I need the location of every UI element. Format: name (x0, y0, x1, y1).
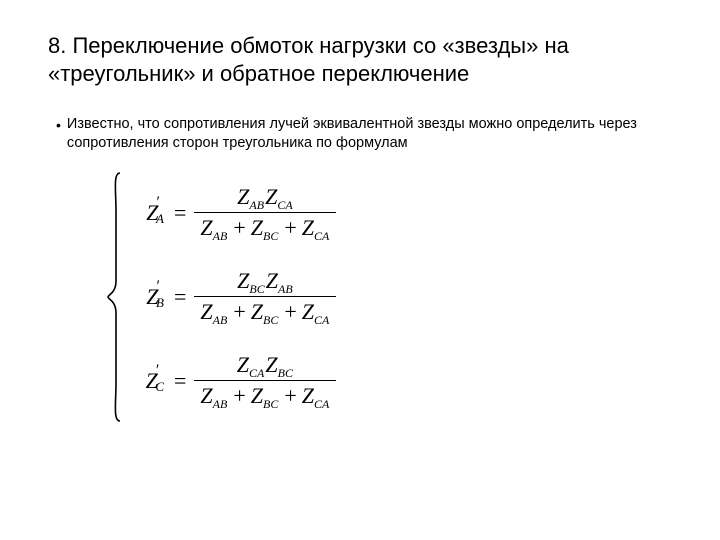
equals-sign: = (170, 284, 194, 310)
bullet-item: • Известно, что сопротивления лучей экви… (56, 115, 672, 153)
eq-denominator: ZAB+ZBC+ZCA (194, 383, 336, 409)
equation-row: Z′B = ZBCZAB ZAB+ZBC+ZCA (126, 255, 336, 339)
eq-lhs: Z′B (126, 284, 170, 310)
eq-fraction: ZBCZAB ZAB+ZBC+ZCA (194, 268, 336, 325)
eq-denominator: ZAB+ZBC+ZCA (194, 215, 336, 241)
eq-numerator: ZCAZBC (231, 352, 300, 378)
eq-lhs: Z′A (126, 200, 170, 226)
bullet-marker: • (56, 116, 61, 134)
eq-numerator: ZABZCA (231, 184, 300, 210)
eq-fraction: ZABZCA ZAB+ZBC+ZCA (194, 184, 336, 241)
formula-system: Z′A = ZABZCA ZAB+ZBC+ZCA Z′B (106, 171, 672, 423)
equals-sign: = (170, 368, 194, 394)
slide: 8. Переключение обмоток нагрузки со «зве… (0, 0, 720, 540)
equation-row: Z′C = ZCAZBC ZAB+ZBC+ZCA (126, 339, 336, 423)
bullet-text: Известно, что сопротивления лучей эквива… (67, 115, 672, 153)
equation-stack: Z′A = ZABZCA ZAB+ZBC+ZCA Z′B (124, 171, 336, 423)
eq-fraction: ZCAZBC ZAB+ZBC+ZCA (194, 352, 336, 409)
eq-numerator: ZBCZAB (231, 268, 300, 294)
equals-sign: = (170, 200, 194, 226)
slide-title: 8. Переключение обмоток нагрузки со «зве… (48, 32, 672, 87)
eq-lhs: Z′C (126, 368, 170, 394)
equation-row: Z′A = ZABZCA ZAB+ZBC+ZCA (126, 171, 336, 255)
left-brace-icon (106, 171, 124, 423)
eq-denominator: ZAB+ZBC+ZCA (194, 299, 336, 325)
